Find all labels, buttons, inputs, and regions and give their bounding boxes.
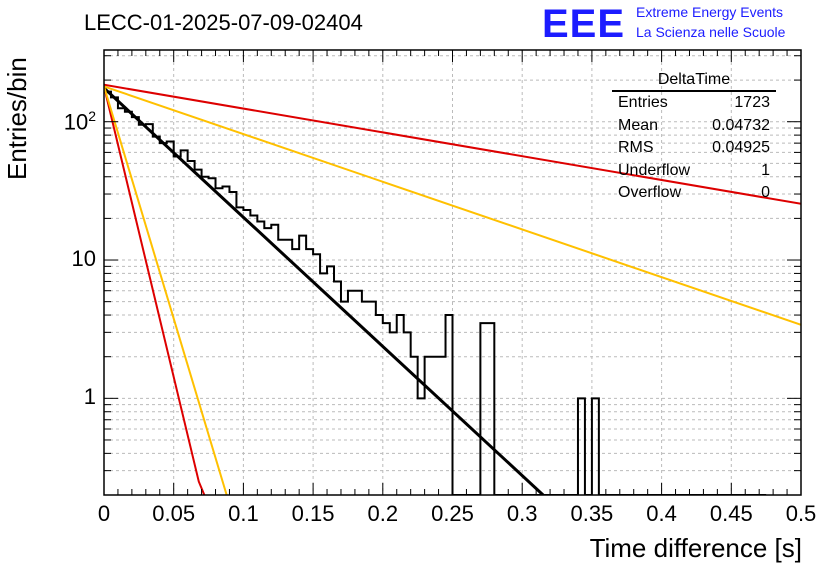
x-tick-label: 0.2 bbox=[367, 501, 399, 526]
stats-value: 0.04732 bbox=[712, 116, 770, 134]
x-tick-label: 0.45 bbox=[709, 501, 753, 526]
x-tick-label: 0 bbox=[97, 501, 111, 526]
stats-title: DeltaTime bbox=[612, 70, 776, 92]
stats-value: 1 bbox=[761, 161, 770, 179]
x-tick-label: 0.15 bbox=[291, 501, 335, 526]
stats-row-entries: Entries 1723 bbox=[610, 92, 776, 115]
stats-row-rms: RMS 0.04925 bbox=[610, 137, 776, 160]
y-tick-label: 102 bbox=[63, 107, 96, 135]
stats-label: Underflow bbox=[618, 161, 691, 179]
logo-line-1: Extreme Energy Events bbox=[636, 4, 784, 20]
x-tick-label: 0.25 bbox=[431, 501, 474, 526]
fit-curve-4 bbox=[104, 86, 228, 495]
x-tick-label: 0.5 bbox=[785, 501, 817, 526]
stats-row-underflow: Underflow 1 bbox=[610, 160, 776, 183]
y-axis-label-wrap: Entries/bin bbox=[2, 40, 42, 190]
histogram-steps bbox=[104, 90, 767, 495]
x-tick-label: 0.3 bbox=[506, 501, 538, 526]
x-tick-label: 0.05 bbox=[152, 501, 196, 526]
x-tick-label: 0.1 bbox=[228, 501, 259, 526]
fit-curve-2 bbox=[104, 85, 801, 326]
y-axis-label: Entries/bin bbox=[2, 57, 32, 180]
stats-label: Entries bbox=[618, 94, 668, 111]
stats-label: RMS bbox=[618, 139, 654, 156]
x-axis-label: Time difference [s] bbox=[589, 533, 802, 563]
stats-value: 0.04925 bbox=[712, 139, 770, 156]
logo-line-2: La Scienza nelle Scuole bbox=[636, 24, 786, 40]
stats-row-mean: Mean 0.04732 bbox=[610, 115, 776, 138]
stats-value: 1723 bbox=[734, 94, 770, 111]
x-tick-label: 0.4 bbox=[646, 501, 677, 526]
stats-label: Overflow bbox=[618, 184, 682, 201]
stats-box: DeltaTime Entries 1723 Mean 0.04732 RMS … bbox=[610, 70, 776, 205]
fit-curve-1 bbox=[104, 83, 801, 205]
stats-value: 0 bbox=[761, 184, 770, 201]
y-tick-exponent: 2 bbox=[88, 107, 96, 124]
fit-curve-3 bbox=[104, 86, 206, 495]
eee-logo: EEE bbox=[542, 2, 626, 46]
run-title: LECC-01-2025-07-09-02404 bbox=[84, 10, 363, 35]
stats-row-overflow: Overflow 0 bbox=[610, 182, 776, 205]
y-tick-label: 10 bbox=[71, 246, 96, 272]
stats-label: Mean bbox=[618, 116, 659, 134]
x-tick-label: 0.35 bbox=[570, 501, 614, 526]
fit-curve-0 bbox=[104, 86, 545, 495]
y-tick-label: 1 bbox=[83, 384, 96, 410]
